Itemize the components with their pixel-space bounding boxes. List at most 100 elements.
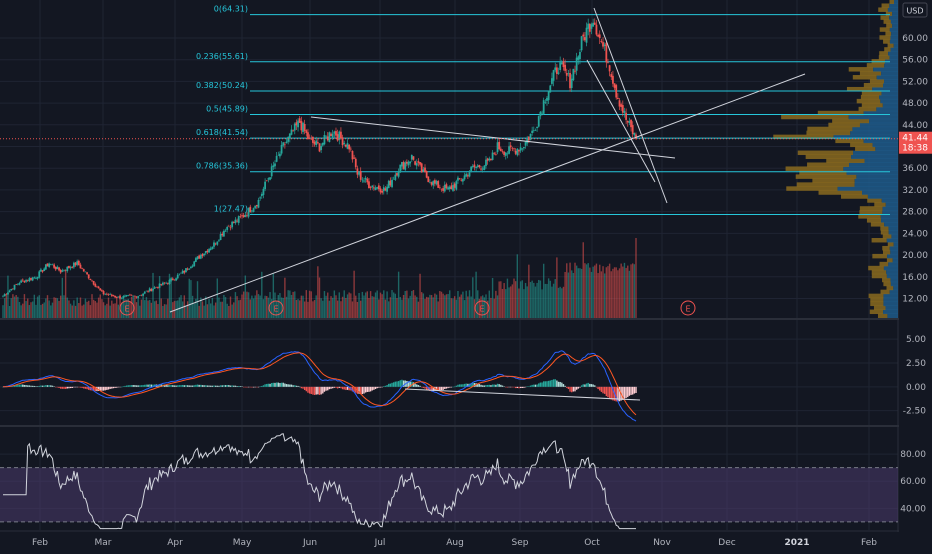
volume-bar bbox=[92, 299, 95, 318]
macd-histogram-bar bbox=[465, 383, 467, 387]
candle-body bbox=[504, 152, 507, 156]
trendline-resistance[interactable] bbox=[310, 116, 676, 159]
volume-bar bbox=[99, 294, 101, 318]
volume-bar bbox=[496, 295, 499, 318]
volume-bar bbox=[511, 284, 514, 318]
volume-bar bbox=[320, 298, 322, 318]
volume-bar bbox=[18, 301, 21, 318]
macd-histogram-bar bbox=[310, 386, 312, 395]
macd-histogram-bar bbox=[71, 386, 73, 388]
macd-histogram-bar bbox=[231, 385, 233, 387]
volume-bar bbox=[457, 290, 459, 318]
macd-histogram-bar bbox=[109, 386, 111, 389]
volume-bar bbox=[102, 302, 105, 318]
macd-histogram-bar bbox=[234, 385, 237, 387]
volume-bar bbox=[331, 297, 334, 318]
macd-histogram-bar bbox=[361, 386, 364, 395]
time-axis-bg bbox=[0, 532, 932, 550]
candle-body bbox=[66, 266, 69, 272]
candle-body bbox=[107, 294, 110, 296]
volume-bar bbox=[162, 305, 164, 318]
macd-histogram-bar bbox=[541, 382, 543, 387]
macd-histogram-bar bbox=[257, 386, 260, 388]
volume-bar bbox=[338, 292, 340, 318]
time-axis-label: 2021 bbox=[784, 538, 809, 548]
volume-bar bbox=[353, 270, 355, 318]
volume-profile-bar-up bbox=[884, 63, 898, 68]
candle-body bbox=[382, 187, 385, 192]
volume-bar bbox=[440, 291, 443, 318]
candle-body bbox=[13, 284, 16, 290]
volume-bar bbox=[226, 303, 228, 318]
trendline-support[interactable] bbox=[169, 73, 806, 313]
trendline-wedge-upper[interactable] bbox=[593, 7, 668, 204]
volume-bar bbox=[261, 271, 263, 318]
macd-histogram-bar bbox=[585, 383, 588, 387]
candle-body bbox=[483, 165, 486, 170]
volume-bar bbox=[111, 300, 113, 318]
candle-body bbox=[358, 172, 360, 175]
macd-histogram-bar bbox=[587, 382, 589, 387]
time-axis-label: Jul bbox=[374, 538, 386, 548]
rsi-band bbox=[0, 467, 898, 522]
volume-bar bbox=[358, 293, 360, 318]
volume-bar bbox=[445, 294, 448, 318]
macd-histogram-bar bbox=[559, 381, 561, 387]
macd-histogram-bar bbox=[597, 386, 599, 390]
macd-divergence-line[interactable] bbox=[404, 388, 641, 401]
macd-histogram-bar bbox=[81, 386, 83, 388]
macd-histogram-bar bbox=[542, 381, 545, 387]
candle-body bbox=[270, 166, 273, 177]
price-axis-tick: 28.00 bbox=[902, 208, 928, 218]
volume-bar bbox=[421, 292, 423, 318]
macd-histogram-bar bbox=[106, 386, 108, 390]
candle-body bbox=[218, 240, 220, 242]
volume-profile-bar-up bbox=[869, 118, 898, 124]
macd-histogram-bar bbox=[139, 385, 141, 387]
candle-body bbox=[316, 142, 319, 144]
volume-profile-bar-down bbox=[881, 3, 890, 8]
candle-body bbox=[480, 168, 482, 170]
volume-bar bbox=[394, 293, 397, 318]
trendline-wedge-lower[interactable] bbox=[586, 59, 656, 183]
candle-body bbox=[94, 283, 97, 287]
candle-body bbox=[501, 151, 504, 152]
candle-body bbox=[595, 24, 598, 35]
macd-histogram-bar bbox=[272, 382, 275, 387]
macd-histogram-bar bbox=[66, 386, 68, 389]
earnings-marker[interactable] bbox=[680, 300, 696, 316]
volume-bar bbox=[350, 293, 352, 318]
candle-body bbox=[401, 162, 403, 167]
candle-body bbox=[579, 51, 581, 60]
macd-histogram-bar bbox=[485, 384, 487, 387]
currency-badge[interactable] bbox=[902, 2, 928, 18]
macd-histogram-bar bbox=[571, 386, 573, 393]
fib-level-label: 0.382(50.24) bbox=[196, 81, 248, 90]
volume-bar bbox=[498, 281, 500, 318]
candle-body bbox=[335, 131, 337, 136]
volume-bar bbox=[508, 287, 510, 318]
candle-body bbox=[549, 85, 552, 93]
candle-body bbox=[79, 264, 82, 269]
volume-profile-bar-up bbox=[889, 55, 898, 60]
macd-histogram-bar bbox=[249, 386, 251, 388]
earnings-marker[interactable] bbox=[119, 300, 135, 316]
macd-histogram-bar bbox=[277, 382, 279, 387]
candle-body bbox=[564, 64, 567, 71]
volume-profile-bar-up bbox=[881, 71, 898, 76]
volume-bar bbox=[361, 291, 364, 318]
candle-body bbox=[3, 294, 6, 297]
volume-profile-bar-down bbox=[861, 102, 883, 108]
volume-profile-bar-up bbox=[882, 210, 898, 215]
candle-body bbox=[318, 143, 321, 152]
earnings-marker[interactable] bbox=[268, 300, 284, 316]
volume-profile-bar-up bbox=[873, 67, 898, 72]
candle-body bbox=[51, 264, 54, 266]
volume-bar bbox=[538, 279, 540, 318]
volume-bar bbox=[333, 290, 336, 318]
earnings-marker[interactable] bbox=[474, 300, 490, 316]
candle-body bbox=[623, 110, 626, 113]
